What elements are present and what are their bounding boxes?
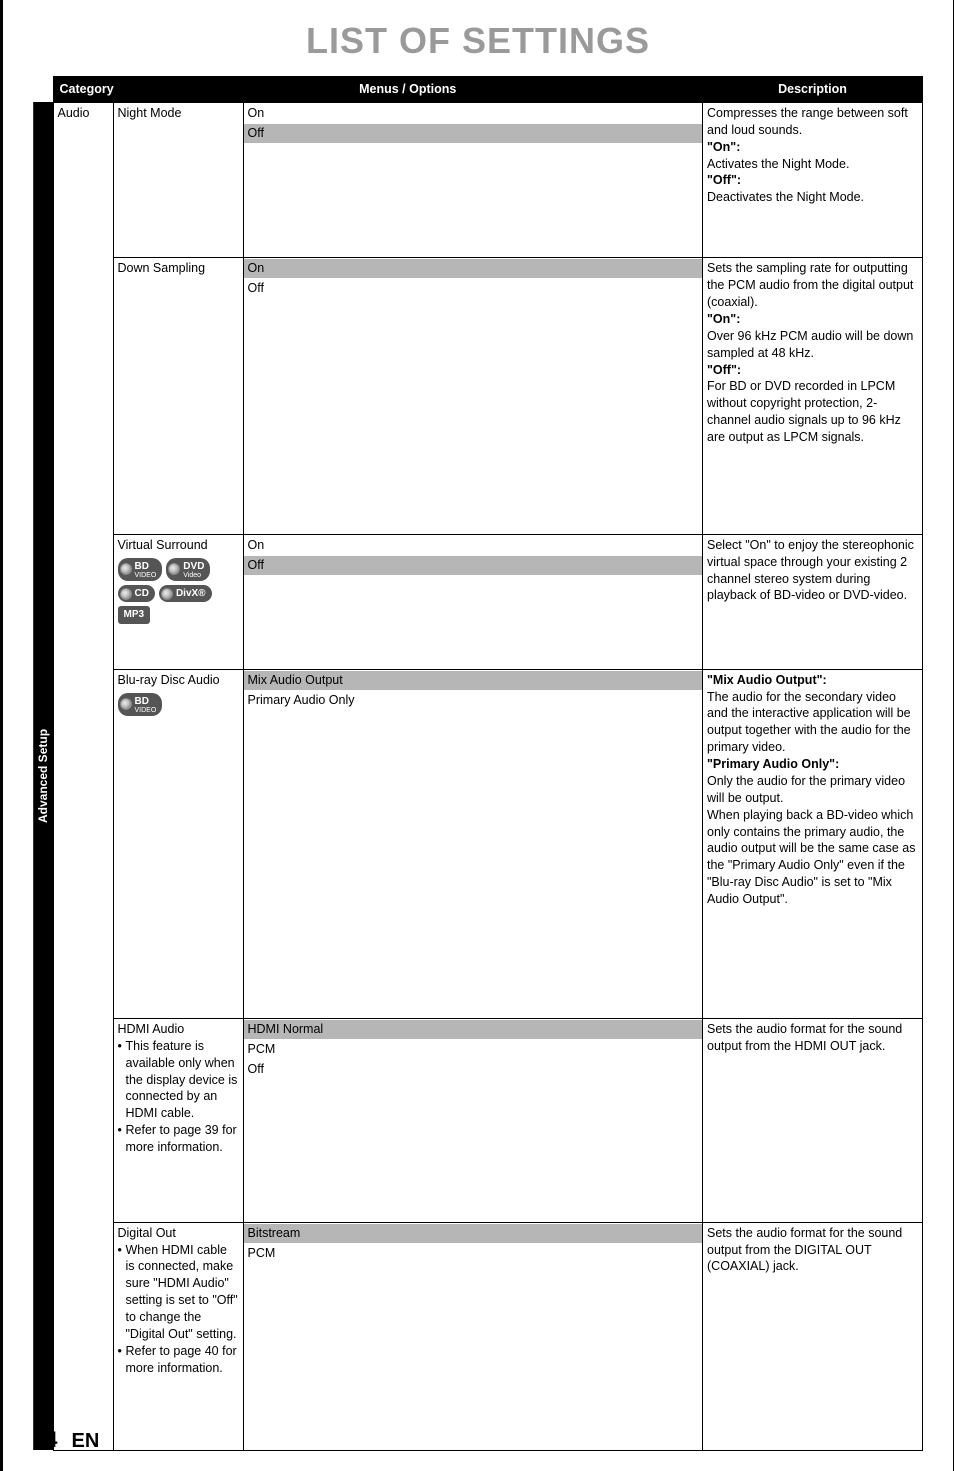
format-badge: MP3 (118, 606, 151, 624)
option-item: Bitstream (244, 1224, 703, 1243)
description-line: "Mix Audio Output": (707, 672, 918, 689)
option-item: Off (244, 124, 703, 143)
menu-cell: Blu-ray Disc Audio BDVIDEO (113, 669, 243, 1018)
options-cell: BitstreamPCM (243, 1222, 703, 1450)
format-badge: DivX® (159, 585, 212, 603)
badge-label: BDVIDEO (135, 695, 157, 714)
settings-table: Category Menus / Options Description Adv… (33, 76, 923, 1451)
description-line: The audio for the secondary video and th… (707, 689, 918, 757)
format-badge: CD (118, 585, 155, 603)
page-title: LIST OF SETTINGS (33, 20, 923, 62)
description-cell: "Mix Audio Output":The audio for the sec… (703, 669, 923, 1018)
description-line: Compresses the range between soft and lo… (707, 105, 918, 139)
options-cell: OnOff (243, 534, 703, 669)
description-line: Activates the Night Mode. (707, 156, 918, 173)
note-item: When HDMI cable is connected, make sure … (118, 1242, 239, 1343)
description-line: "On": (707, 311, 918, 328)
menu-notes: This feature is available only when the … (118, 1038, 239, 1156)
badge-label: DivX® (176, 587, 206, 601)
menu-label: Down Sampling (118, 260, 239, 277)
format-badge: DVDVideo (166, 558, 210, 581)
table-row: Advanced Setup AudioNight ModeOnOffCompr… (33, 102, 923, 257)
badge-label: CD (135, 587, 149, 601)
disc-icon (161, 588, 173, 600)
menu-notes: When HDMI cable is connected, make sure … (118, 1242, 239, 1377)
header-description: Description (703, 77, 923, 103)
option-item: Off (244, 556, 703, 575)
header-menus: Menus / Options (113, 77, 703, 103)
description-line: "On": (707, 139, 918, 156)
description-line: When playing back a BD-video which only … (707, 807, 918, 908)
disc-icon (120, 588, 132, 600)
option-item: On (244, 536, 703, 555)
description-line: Sets the audio format for the sound outp… (707, 1225, 918, 1276)
options-cell: OnOff (243, 102, 703, 257)
description-line: Sets the audio format for the sound outp… (707, 1021, 918, 1055)
table-row: Virtual Surround BDVIDEO DVDVideo CD Div… (33, 534, 923, 669)
option-item: PCM (244, 1244, 703, 1263)
description-line: "Off": (707, 362, 918, 379)
description-line: Only the audio for the primary video wil… (707, 773, 918, 807)
table-row: HDMI AudioThis feature is available only… (33, 1018, 923, 1222)
page-lang: EN (71, 1430, 99, 1453)
description-line: "Off": (707, 172, 918, 189)
option-item: HDMI Normal (244, 1020, 703, 1039)
table-row: Blu-ray Disc Audio BDVIDEO Mix Audio Out… (33, 669, 923, 1018)
menu-cell: Virtual Surround BDVIDEO DVDVideo CD Div… (113, 534, 243, 669)
header-category: Category (53, 77, 113, 103)
description-cell: Sets the audio format for the sound outp… (703, 1222, 923, 1450)
description-line: Select "On" to enjoy the stereophonic vi… (707, 537, 918, 605)
disc-icon (120, 698, 132, 710)
description-cell: Compresses the range between soft and lo… (703, 102, 923, 257)
table-row: Down SamplingOnOffSets the sampling rate… (33, 258, 923, 535)
note-item: Refer to page 39 for more information. (118, 1122, 239, 1156)
badge-label: MP3 (124, 608, 145, 622)
description-line: Deactivates the Night Mode. (707, 189, 918, 206)
table-row: Digital OutWhen HDMI cable is connected,… (33, 1222, 923, 1450)
note-item: This feature is available only when the … (118, 1038, 239, 1122)
options-cell: Mix Audio OutputPrimary Audio Only (243, 669, 703, 1018)
sidebar-tab-advanced-setup: Advanced Setup (33, 102, 53, 1450)
format-badge: BDVIDEO (118, 693, 163, 716)
option-item: PCM (244, 1040, 703, 1059)
menu-label: Night Mode (118, 105, 239, 122)
menu-label: Digital Out (118, 1225, 239, 1242)
option-item: Primary Audio Only (244, 691, 703, 710)
menu-label: HDMI Audio (118, 1021, 239, 1038)
page-footer: 34 EN (33, 1427, 99, 1453)
description-line: "Primary Audio Only": (707, 756, 918, 773)
disc-icon (120, 563, 132, 575)
option-item: Off (244, 1060, 703, 1079)
description-line: Sets the sampling rate for outputting th… (707, 260, 918, 311)
option-item: On (244, 259, 703, 278)
format-badge: BDVIDEO (118, 558, 163, 581)
description-line: For BD or DVD recorded in LPCM without c… (707, 378, 918, 446)
menu-cell: Digital OutWhen HDMI cable is connected,… (113, 1222, 243, 1450)
description-cell: Sets the sampling rate for outputting th… (703, 258, 923, 535)
page-number: 34 (33, 1427, 57, 1453)
description-cell: Select "On" to enjoy the stereophonic vi… (703, 534, 923, 669)
header-spacer (33, 77, 53, 103)
option-item: On (244, 104, 703, 123)
menu-label: Virtual Surround (118, 537, 239, 554)
description-line: Over 96 kHz PCM audio will be down sampl… (707, 328, 918, 362)
menu-cell: HDMI AudioThis feature is available only… (113, 1018, 243, 1222)
menu-label: Blu-ray Disc Audio (118, 672, 239, 689)
category-cell: Audio (53, 102, 113, 1450)
options-cell: HDMI NormalPCMOff (243, 1018, 703, 1222)
options-cell: OnOff (243, 258, 703, 535)
option-item: Mix Audio Output (244, 671, 703, 690)
disc-icon (168, 563, 180, 575)
menu-cell: Down Sampling (113, 258, 243, 535)
menu-cell: Night Mode (113, 102, 243, 257)
option-item: Off (244, 279, 703, 298)
description-cell: Sets the audio format for the sound outp… (703, 1018, 923, 1222)
badge-label: DVDVideo (183, 560, 204, 579)
badge-label: BDVIDEO (135, 560, 157, 579)
